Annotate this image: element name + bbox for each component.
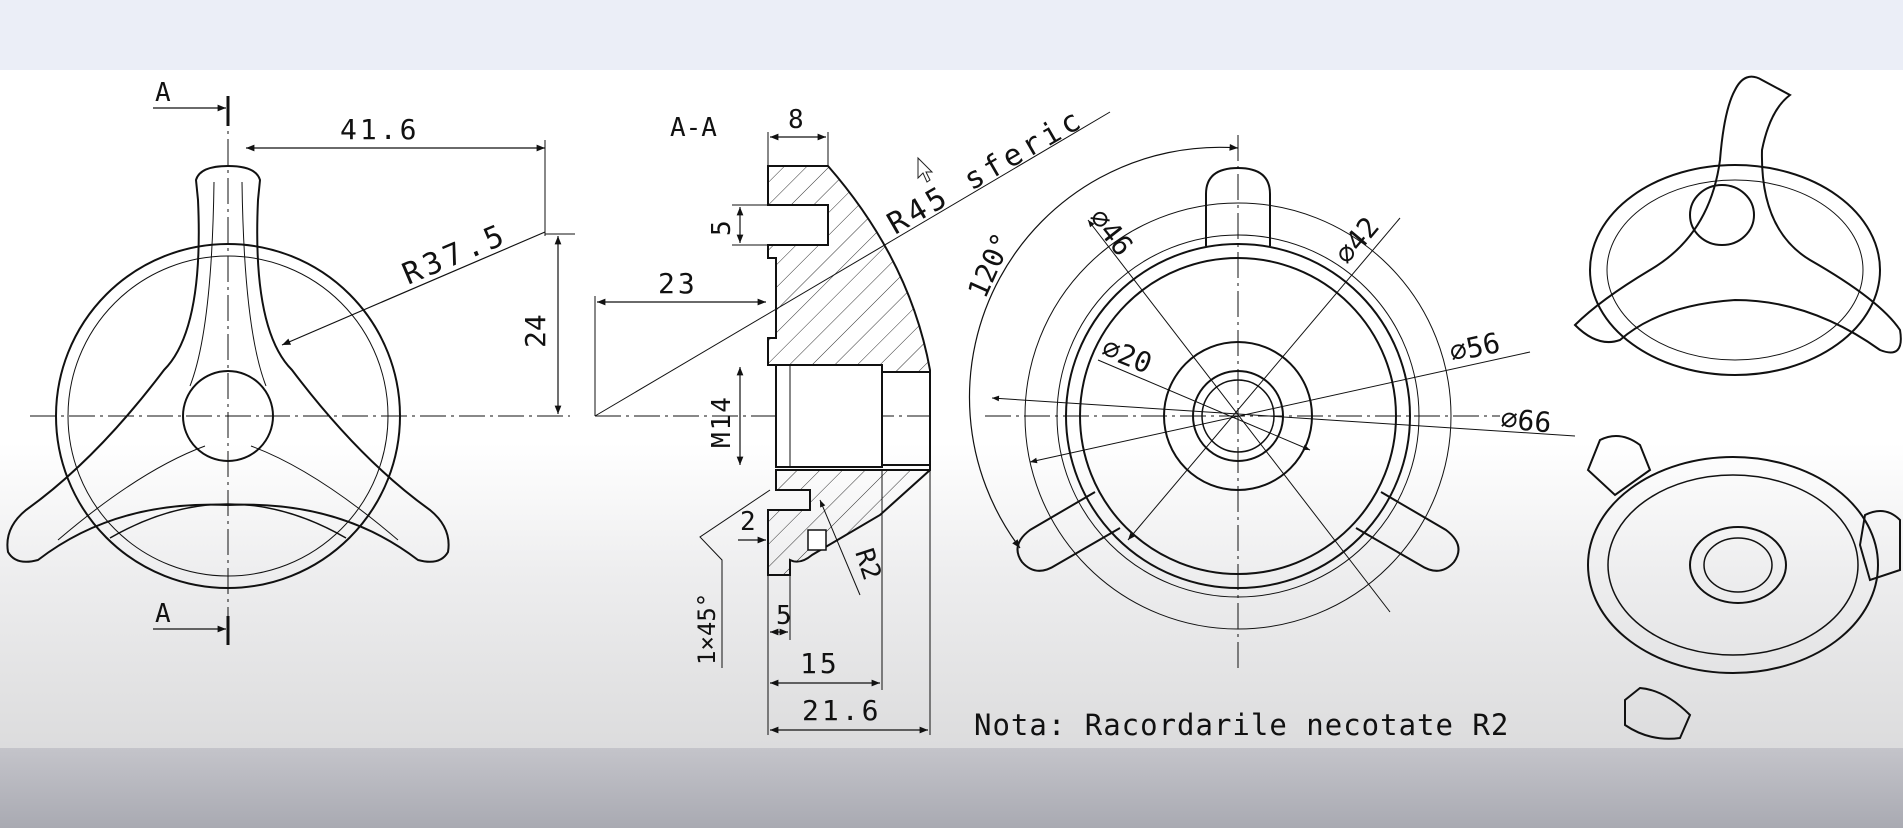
- threaded-bore: [775, 364, 883, 468]
- dim-d56: ⌀56: [1447, 326, 1503, 369]
- note-text: Nota: Racordarile necotate R2: [974, 708, 1509, 742]
- dim-line-d66: [991, 395, 1576, 437]
- iso-bottom-disc: [1587, 456, 1879, 674]
- dim-line-d42: [1127, 217, 1401, 541]
- dim-5-bottom: 5: [776, 601, 792, 631]
- iso-bottom-lug-left: [1586, 435, 1652, 497]
- dim-2: 2: [740, 507, 756, 537]
- lug-left: [1016, 491, 1121, 572]
- iso-bottom-hub: [1689, 526, 1787, 604]
- dim-24: 24: [519, 314, 552, 348]
- leader-r37-5: [281, 231, 546, 346]
- bottom-band: [0, 748, 1903, 828]
- dim-m14: M14: [707, 395, 737, 448]
- angle-arc-120: [968, 144, 1239, 549]
- top-view: 120° ⌀46 ⌀42 ⌀20 ⌀56 ⌀66: [961, 135, 1576, 670]
- front-view: A A 41.6 R37.5 24: [6, 78, 575, 645]
- iso-bottom-disc-inner: [1607, 474, 1859, 656]
- front-base-disc: [55, 243, 401, 589]
- dim-line-d20: [1097, 359, 1311, 451]
- leader-r2: [819, 499, 861, 596]
- dim-21-6: 21.6: [802, 694, 881, 727]
- dim-chamfer: 1×45°: [693, 593, 721, 665]
- front-base-inner: [67, 255, 389, 577]
- hub-outer: [1192, 370, 1284, 462]
- iso-top-arms: [1573, 75, 1902, 354]
- circle-d42: [1079, 257, 1397, 575]
- circle-d20: [1163, 341, 1313, 491]
- dim-d20: ⌀20: [1097, 331, 1156, 381]
- iso-bottom-lug-front: [1624, 686, 1692, 740]
- dim-d66: ⌀66: [1499, 402, 1552, 439]
- drawing-sheet: [0, 70, 1903, 748]
- isometric-view-bottom: [1586, 435, 1901, 740]
- top-band: [0, 0, 1903, 70]
- dim-r37-5: R37.5: [397, 217, 512, 292]
- iso-bottom-lug-right: [1858, 510, 1901, 582]
- dim-23: 23: [658, 267, 698, 300]
- circle-d56: [1056, 234, 1420, 598]
- front-arm-fillet-lines: [57, 181, 399, 541]
- dim-r45-sferic: R45 sferic: [882, 101, 1091, 242]
- iso-bottom-hub-inner: [1703, 537, 1773, 593]
- dim-d46: ⌀46: [1082, 202, 1139, 262]
- iso-top-disc-inner: [1606, 179, 1864, 361]
- dim-8: 8: [788, 105, 804, 135]
- circle-d66: [1024, 202, 1452, 630]
- lug-top: [1205, 166, 1271, 246]
- dim-angle-120: 120°: [961, 228, 1019, 303]
- front-lower-rim: [109, 503, 347, 539]
- leader-chamfer: [699, 489, 771, 668]
- dim-41-6: 41.6: [340, 113, 419, 146]
- section-mark-bottom: A: [155, 599, 171, 629]
- dim-5-slot: 5: [707, 220, 737, 236]
- section-mark-top: A: [155, 78, 171, 108]
- section-title: A-A: [670, 113, 717, 143]
- section-small-groove: [807, 529, 827, 551]
- dim-line-d56: [1029, 351, 1531, 464]
- front-hub-hole: [182, 370, 274, 462]
- dim-d42: ⌀42: [1328, 211, 1386, 271]
- dim-15: 15: [800, 647, 840, 680]
- mouse-cursor-icon: [917, 156, 934, 183]
- lug-right: [1355, 491, 1460, 572]
- section-view: A-A 8 5 R45 sferic 23 M14 2 1×45: [594, 101, 1111, 735]
- iso-top-hole: [1689, 184, 1755, 246]
- circle-outer-d46: [1065, 243, 1411, 589]
- iso-top-disc: [1589, 164, 1881, 376]
- front-three-arm-outline: [6, 164, 450, 563]
- dim-r2: R2: [848, 545, 886, 584]
- isometric-view-top: [1573, 75, 1902, 376]
